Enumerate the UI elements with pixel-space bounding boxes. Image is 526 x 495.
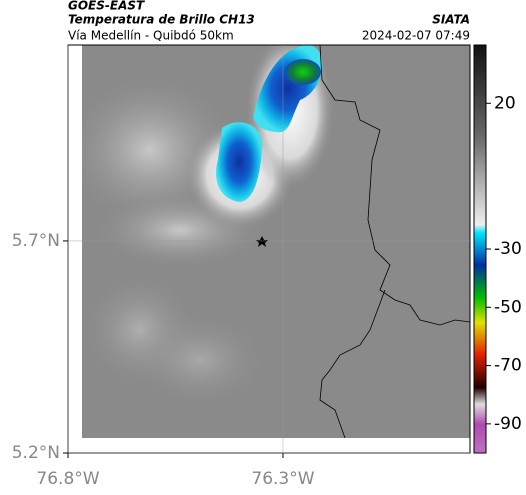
y-tick-label: 5.7°N [12,231,60,251]
satellite-image [82,45,470,438]
colorbar-tick-label: -90 [494,414,522,434]
colorbar-tick-label: 20 [494,93,516,113]
location-marker [256,236,268,247]
datetime: 2024-02-07 07:49 [362,29,470,43]
route: Vía Medellín - Quibdó 50km [68,29,234,43]
y-tick-label: 5.2°N [12,443,60,463]
x-tick-label: 76.8°W [36,469,99,489]
product: Temperatura de Brillo CH13 [68,13,255,27]
source: GOES-EAST [68,0,145,13]
colorbar [473,44,487,454]
colorbar-tick-label: -30 [494,239,522,259]
colorbar-tick-label: -70 [494,356,522,376]
org: SIATA [432,13,470,27]
x-tick-label: 76.3°W [251,469,314,489]
colorbar-tick-label: -50 [494,297,522,317]
